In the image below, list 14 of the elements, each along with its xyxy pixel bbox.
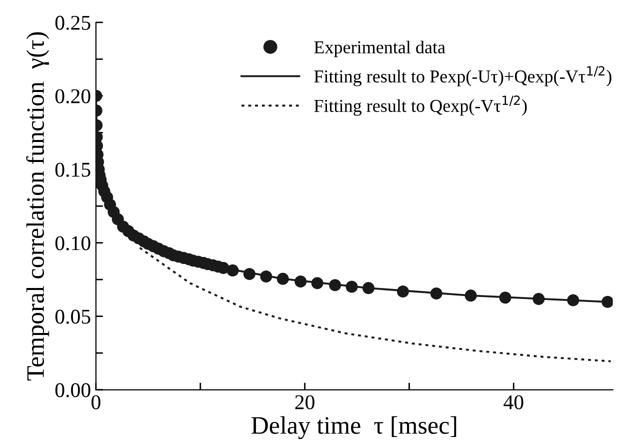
x-axis-title: Delay time τ [msec] (252, 416, 456, 440)
x-tick-label: 20 (295, 395, 314, 410)
y-tick-label: 0.15 (55, 162, 90, 177)
y-axis-title: Temporal correlation function γ(τ) (26, 32, 50, 381)
y-tick-label: 0.10 (55, 236, 90, 250)
x-tick-label: 0 (92, 395, 100, 410)
x-tick-label: 40 (504, 395, 524, 410)
y-tick-label: 0.20 (55, 89, 90, 104)
legend-label: Fitting result to Pexp(-Uτ)+Qexp(-Vτ$^{1/2}$) (314, 66, 612, 86)
y-tick-label: 0.05 (55, 310, 90, 324)
y-tick-label: 0.25 (55, 16, 90, 30)
legend-label: Experimental data (314, 40, 446, 58)
y-tick-label: 0.00 (55, 383, 90, 398)
legend-label: Fitting result to Qexp(-Vτ$^{1/2}$) (314, 96, 527, 116)
